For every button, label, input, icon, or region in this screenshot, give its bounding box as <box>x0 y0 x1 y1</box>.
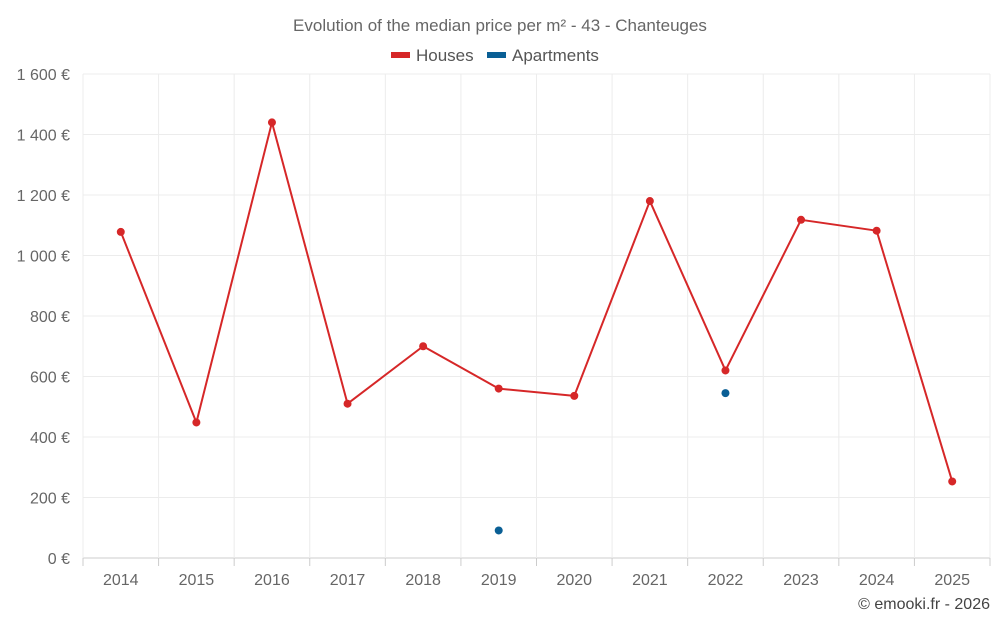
legend-item-apartments[interactable]: Apartments <box>487 46 599 65</box>
x-tick-label: 2025 <box>934 572 970 589</box>
data-point-houses-2022[interactable] <box>721 366 730 375</box>
y-tick-label: 600 € <box>30 370 70 387</box>
data-point-houses-2024[interactable] <box>872 226 881 235</box>
x-tick-label: 2014 <box>103 572 139 589</box>
data-point-houses-2015[interactable] <box>192 418 201 427</box>
legend-item-houses[interactable]: Houses <box>391 46 474 65</box>
y-tick-label: 1 600 € <box>17 67 70 84</box>
data-point-apartments-2022[interactable] <box>721 389 730 398</box>
x-tick-label: 2017 <box>330 572 366 589</box>
x-axis: 2014 2015 2016 2017 2018 2019 2020 2021 2022 2023… <box>82 558 991 589</box>
data-point-houses-2014[interactable] <box>116 227 125 236</box>
series-line-houses <box>119 121 954 482</box>
y-tick-label: 1 200 € <box>17 188 70 205</box>
legend: Houses Apartments <box>391 46 599 65</box>
data-point-houses-2016[interactable] <box>267 118 276 127</box>
y-tick-label: 800 € <box>30 309 70 326</box>
data-point-houses-2020[interactable] <box>570 391 579 400</box>
series-layer <box>116 118 957 535</box>
x-tick-label: 2020 <box>556 572 592 589</box>
y-tick-label: 1 400 € <box>17 128 70 145</box>
data-point-houses-2021[interactable] <box>645 197 654 206</box>
grid <box>82 73 991 559</box>
legend-label-apartments: Apartments <box>512 46 599 65</box>
legend-label-houses: Houses <box>416 46 474 65</box>
x-tick-label: 2024 <box>859 572 895 589</box>
x-tick-label: 2015 <box>179 572 215 589</box>
x-tick-label: 2022 <box>708 572 744 589</box>
y-tick-label: 400 € <box>30 430 70 447</box>
y-tick-label: 200 € <box>30 491 70 508</box>
legend-swatch-houses <box>391 52 410 58</box>
y-axis: 0 € 200 € 400 € 600 € 800 € 1 000 € 1 200 € 1 4… <box>17 67 70 568</box>
x-tick-label: 2021 <box>632 572 668 589</box>
data-point-houses-2017[interactable] <box>343 399 352 408</box>
y-tick-label: 1 000 € <box>17 249 70 266</box>
data-point-apartments-2019[interactable] <box>494 526 503 535</box>
x-tick-label: 2016 <box>254 572 290 589</box>
x-tick-label: 2023 <box>783 572 819 589</box>
chart-title: Evolution of the median price per m² - 4… <box>293 16 707 35</box>
data-point-houses-2018[interactable] <box>419 342 428 351</box>
data-point-houses-2025[interactable] <box>948 477 957 486</box>
x-tick-label: 2018 <box>405 572 441 589</box>
footer-credit: © emooki.fr - 2026 <box>858 596 990 613</box>
legend-swatch-apartments <box>487 52 506 58</box>
x-tick-label: 2019 <box>481 572 517 589</box>
y-tick-label: 0 € <box>48 551 70 568</box>
data-point-houses-2023[interactable] <box>797 215 806 224</box>
data-point-houses-2019[interactable] <box>494 384 503 393</box>
